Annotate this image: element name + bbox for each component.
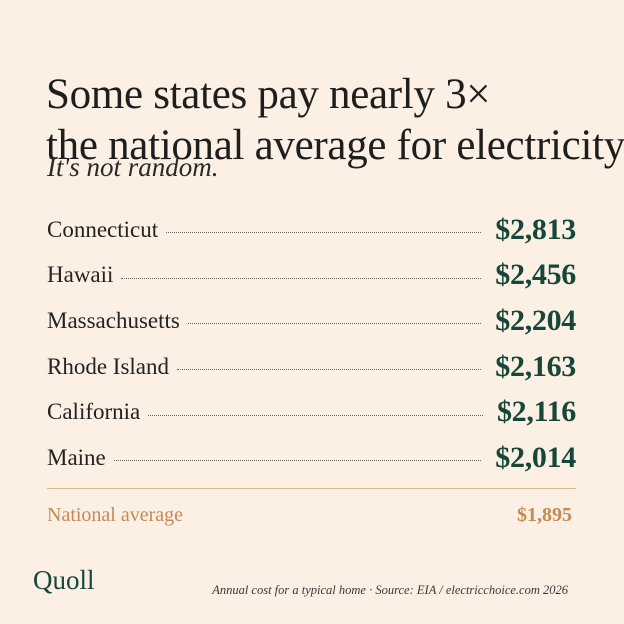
dotted-leader <box>187 323 482 325</box>
state-name: Connecticut <box>47 216 159 242</box>
source-footnote: Annual cost for a typical home · Source:… <box>212 583 568 597</box>
state-name: Maine <box>47 444 106 470</box>
dotted-leader <box>121 277 482 279</box>
state-cost: $2,456 <box>495 258 576 292</box>
subhead: It's not random. <box>47 152 219 182</box>
headline: Some states pay nearly 3× the national a… <box>46 69 624 171</box>
state-name: Massachusetts <box>47 307 180 333</box>
state-name: Rhode Island <box>47 353 170 379</box>
headline-line-1: Some states pay nearly 3× <box>46 70 491 118</box>
divider <box>47 488 576 489</box>
state-cost: $2,204 <box>495 303 576 337</box>
national-average-label: National average <box>47 504 184 526</box>
state-cost: $2,116 <box>496 395 576 429</box>
dotted-leader <box>177 369 482 371</box>
brand-logo: Quoll <box>33 565 95 595</box>
dotted-leader <box>148 414 483 416</box>
state-cost: $2,813 <box>495 212 576 246</box>
list-item: Massachusetts $2,204 <box>47 298 576 344</box>
list-item: Hawaii $2,456 <box>47 253 576 299</box>
list-item: Connecticut $2,813 <box>47 207 576 253</box>
state-name: California <box>47 399 141 425</box>
state-cost: $2,014 <box>495 440 576 474</box>
state-cost: $2,163 <box>495 349 576 383</box>
list-item: Rhode Island $2,163 <box>47 344 576 390</box>
dotted-leader <box>166 232 482 234</box>
state-name: Hawaii <box>47 262 114 288</box>
national-average-value: $1,895 <box>517 504 572 526</box>
list-item: California $2,116 <box>47 389 576 435</box>
list-item: Maine $2,014 <box>47 435 576 481</box>
state-cost-list: Connecticut $2,813 Hawaii $2,456 Massach… <box>47 207 576 481</box>
headline-line-2: the national average for electricity. <box>46 121 624 169</box>
dotted-leader <box>113 460 482 462</box>
